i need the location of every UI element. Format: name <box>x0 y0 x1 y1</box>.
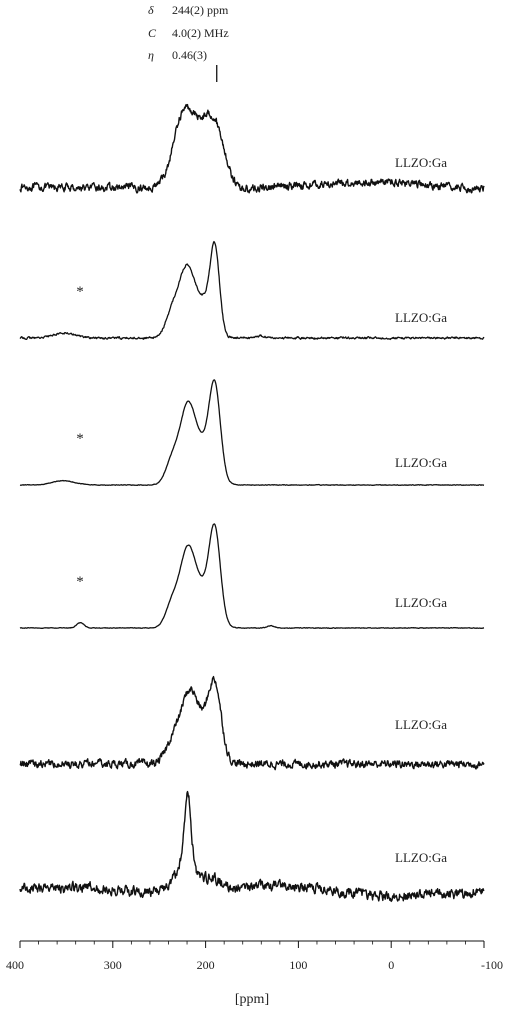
x-axis: 400 300 200 100 0 -100 <box>6 940 503 972</box>
x-tick-label: 0 <box>388 958 394 972</box>
annotation-value-cq: 4.0(2) MHz <box>172 26 229 40</box>
x-tick-label: 400 <box>6 958 24 972</box>
spinning-sideband-asterisk-4: * <box>76 574 84 590</box>
spectrum-line-2 <box>19 240 485 341</box>
annotation-value-delta: 244(2) ppm <box>172 3 229 17</box>
spinning-sideband-asterisk-3: * <box>76 431 84 447</box>
spectrum-label-3: LLZO:Ga <box>395 455 447 470</box>
spectra-group: LLZO:GaLLZO:Ga*LLZO:Ga*LLZO:Ga*LLZO:GaLL… <box>19 103 485 903</box>
x-tick-label: 100 <box>289 958 307 972</box>
spectrum-label-1: LLZO:Ga <box>395 155 447 170</box>
spectrum-label-5: LLZO:Ga <box>395 717 447 732</box>
spinning-sideband-asterisk-2: * <box>76 284 84 300</box>
annotation-symbol-cq: C <box>148 26 157 40</box>
spectrum-line-5 <box>19 675 485 771</box>
spectrum-line-4 <box>19 523 485 630</box>
spectrum-label-4: LLZO:Ga <box>395 595 447 610</box>
x-tick-label: 200 <box>197 958 215 972</box>
x-tick-label: 300 <box>104 958 122 972</box>
annotation-value-eta: 0.46(3) <box>172 48 207 62</box>
spectrum-3: LLZO:Ga * <box>19 379 485 487</box>
spectrum-6: LLZO:Ga <box>19 790 485 903</box>
spectrum-line-6 <box>19 790 485 903</box>
spectrum-line-1 <box>19 103 485 194</box>
spectrum-line-3 <box>19 379 485 487</box>
spectrum-5: LLZO:Ga <box>19 675 485 771</box>
annotation-block: δ 244(2) ppm C 4.0(2) MHz η 0.46(3) <box>148 3 229 82</box>
spectrum-label-2: LLZO:Ga <box>395 310 447 325</box>
x-axis-label: [ppm] <box>235 992 269 1007</box>
annotation-symbol-eta: η <box>148 48 154 62</box>
annotation-symbol-delta: δ <box>148 3 154 17</box>
x-tick-label: -100 <box>481 958 503 972</box>
spectrum-4: LLZO:Ga * <box>19 523 485 630</box>
spectrum-1: LLZO:Ga <box>19 103 485 194</box>
spectrum-2: LLZO:Ga * <box>19 240 485 341</box>
spectrum-label-6: LLZO:Ga <box>395 850 447 865</box>
